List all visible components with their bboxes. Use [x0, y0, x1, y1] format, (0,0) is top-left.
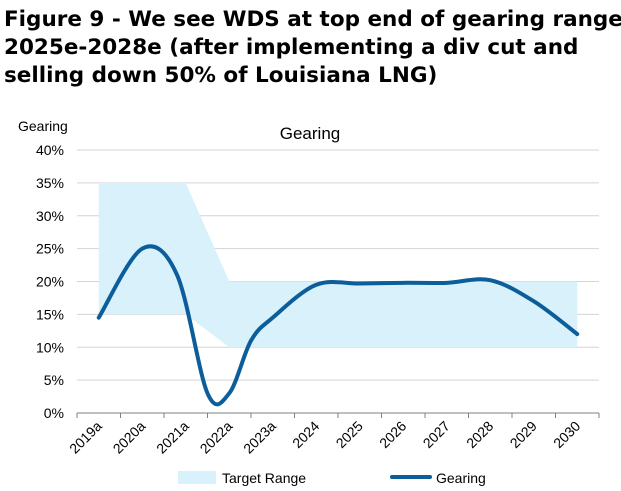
x-tick-label: 2028 [463, 418, 496, 451]
target-range-band [98, 182, 578, 348]
y-tick-label: 20% [36, 274, 64, 290]
y-tick-label: 40% [36, 142, 64, 158]
legend-label-gearing: Gearing [436, 470, 486, 486]
figure-title-line-3: selling down 50% of Louisiana LNG) [4, 63, 438, 88]
figure-title-line-1: Figure 9 - We see WDS at top end of gear… [4, 7, 621, 32]
x-tick-label: 2022a [197, 418, 236, 457]
y-tick-label: 10% [36, 339, 64, 355]
x-tick-label: 2025 [333, 418, 366, 451]
x-tick-label: 2021a [153, 418, 192, 457]
x-tick-label: 2024 [289, 418, 322, 451]
y-tick-label: 30% [36, 208, 64, 224]
y-tick-label: 35% [36, 175, 64, 191]
figure-title-line-2: 2025e-2028e (after implementing a div cu… [4, 35, 579, 60]
x-tick-label: 2027 [420, 418, 453, 451]
legend-swatch-target-range [178, 471, 216, 484]
x-tick-label: 2030 [550, 418, 583, 451]
x-tick-label: 2019a [66, 418, 105, 457]
y-tick-label: 5% [44, 372, 64, 388]
x-tick-label: 2026 [376, 418, 409, 451]
figure-title: Figure 9 - We see WDS at top end of gear… [4, 6, 621, 90]
y-axis-label: Gearing [18, 118, 68, 134]
y-tick-label: 15% [36, 306, 64, 322]
chart-title: Gearing [280, 124, 340, 143]
legend-label-target-range: Target Range [222, 470, 306, 486]
y-tick-label: 0% [44, 405, 64, 421]
x-tick-label: 2023a [240, 418, 279, 457]
x-tick-label: 2020a [110, 418, 149, 457]
y-tick-label: 25% [36, 241, 64, 257]
x-tick-label: 2029 [507, 418, 540, 451]
gearing-line [96, 244, 580, 407]
